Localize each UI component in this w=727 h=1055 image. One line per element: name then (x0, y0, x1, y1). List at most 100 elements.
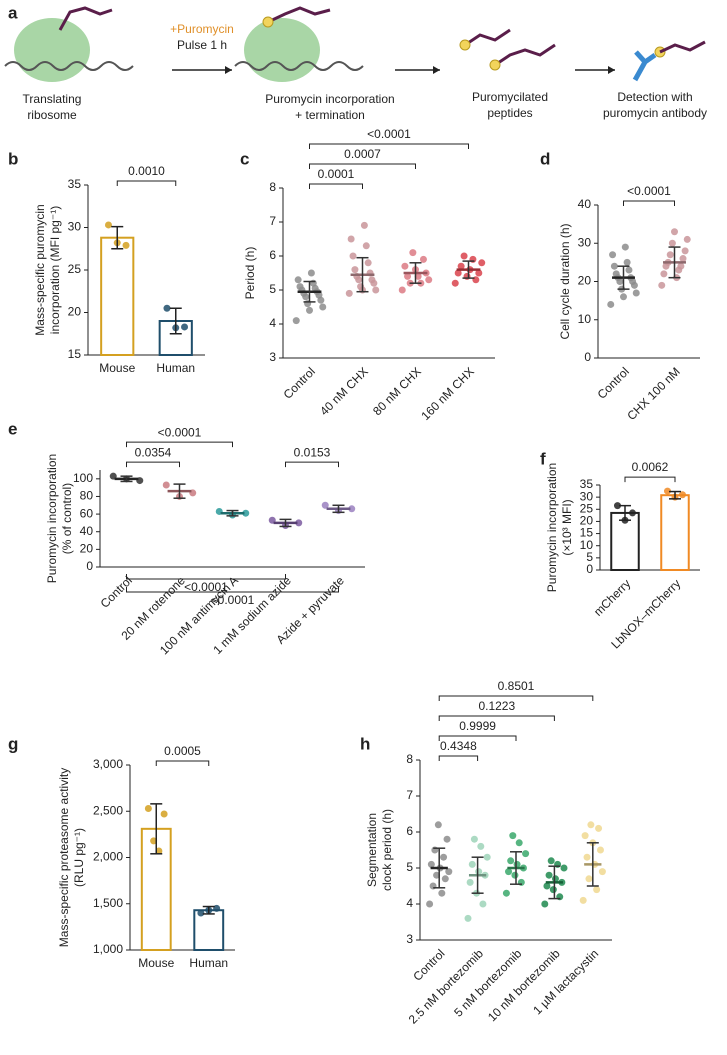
significance-bracket (126, 587, 339, 593)
data-point (612, 270, 620, 278)
p-value: <0.0001 (211, 593, 255, 607)
data-point (679, 255, 687, 263)
y-tick-label: 10 (580, 538, 594, 552)
data-point (440, 853, 448, 861)
data-point (351, 266, 359, 274)
y-tick-label: 40 (578, 197, 592, 211)
ribosome (244, 18, 320, 82)
data-point (522, 850, 530, 858)
data-point (294, 276, 302, 284)
y-axis-label: Period (h) (243, 247, 257, 300)
treatment-label: Pulse 1 h (177, 38, 227, 52)
y-axis-label: Puromycin incorporation (45, 454, 59, 583)
data-point (579, 896, 587, 904)
x-tick-label: Human (156, 361, 195, 375)
data-point (372, 286, 380, 294)
data-point (515, 839, 523, 847)
data-point (596, 846, 604, 854)
data-point (306, 306, 313, 314)
y-tick-label: 40 (80, 524, 94, 538)
data-point (595, 824, 603, 832)
bar (193, 909, 225, 951)
data-point (401, 262, 409, 270)
data-point (242, 509, 250, 517)
data-point (623, 258, 631, 266)
y-tick-label: 8 (406, 752, 413, 766)
data-point (466, 878, 474, 886)
arrow-head (608, 66, 615, 74)
data-point (162, 481, 170, 489)
p-value: 0.8501 (498, 679, 535, 693)
step-label: ribosome (27, 108, 77, 122)
data-point (307, 269, 315, 277)
significance-bracket (285, 461, 339, 468)
significance-bracket (438, 695, 594, 701)
data-point (483, 853, 491, 861)
bar (660, 494, 690, 572)
panel-letter: b (8, 149, 18, 168)
y-axis-label: (% of control) (60, 483, 74, 554)
p-value: 0.0062 (632, 460, 669, 474)
data-point (441, 875, 449, 883)
peptide (58, 6, 113, 31)
p-value: 0.0007 (344, 147, 381, 161)
y-tick-label: 15 (68, 347, 82, 361)
step-label: puromycin antibody (603, 106, 707, 120)
p-value: 0.0354 (135, 445, 172, 459)
x-tick-label: Mouse (138, 956, 174, 970)
y-tick-label: 100 (73, 471, 93, 485)
data-point (348, 505, 356, 513)
data-point (585, 875, 593, 883)
y-tick-label: 0 (586, 562, 593, 576)
p-value: <0.0001 (627, 184, 671, 198)
data-point (368, 276, 376, 284)
data-point (345, 289, 353, 297)
y-tick-label: 1,500 (93, 896, 123, 910)
puromycin (459, 39, 471, 51)
peptide (494, 43, 556, 67)
p-value: 0.0010 (128, 164, 165, 178)
panel-letter: c (240, 149, 249, 168)
panel-letter: g (8, 734, 18, 753)
data-point (321, 501, 329, 509)
data-point (660, 270, 668, 278)
y-tick-label: 0 (86, 559, 93, 573)
significance-bracket (126, 441, 233, 448)
data-point (347, 235, 355, 243)
peptide (659, 40, 706, 54)
x-tick-label: Control (595, 364, 632, 401)
mrna (4, 61, 134, 71)
x-tick-label: Mouse (99, 361, 135, 375)
y-tick-label: 15 (580, 526, 594, 540)
y-tick-label: 5 (586, 550, 593, 564)
significance-bracket (438, 755, 479, 761)
peptide (267, 6, 331, 24)
data-point (122, 241, 130, 249)
data-point (547, 857, 555, 865)
y-tick-label: 2,000 (93, 850, 123, 864)
data-point (445, 868, 453, 876)
data-point (360, 221, 368, 229)
data-point (460, 252, 468, 260)
panel-letter: h (360, 734, 370, 753)
data-point (666, 251, 674, 259)
data-point (593, 886, 601, 894)
y-tick-label: 35 (68, 177, 82, 191)
significance-bracket (116, 180, 177, 186)
data-point (587, 821, 595, 829)
data-point (160, 810, 168, 818)
p-value: 0.4348 (440, 739, 477, 753)
y-axis-label: (RLU pg⁻¹) (72, 828, 86, 887)
y-tick-label: 7 (269, 214, 276, 228)
y-axis-label: Cell cycle duration (h) (558, 223, 572, 339)
data-point (509, 832, 517, 840)
data-point (610, 262, 618, 270)
p-value: 0.9999 (459, 719, 496, 733)
y-axis-label: Segmentation (365, 813, 379, 887)
significance-bracket (624, 476, 676, 483)
data-point (543, 882, 551, 890)
y-tick-label: 4 (269, 316, 276, 330)
data-point (683, 235, 691, 243)
x-tick-label: 5 nM bortezomib (451, 946, 524, 1019)
data-point (545, 871, 553, 879)
